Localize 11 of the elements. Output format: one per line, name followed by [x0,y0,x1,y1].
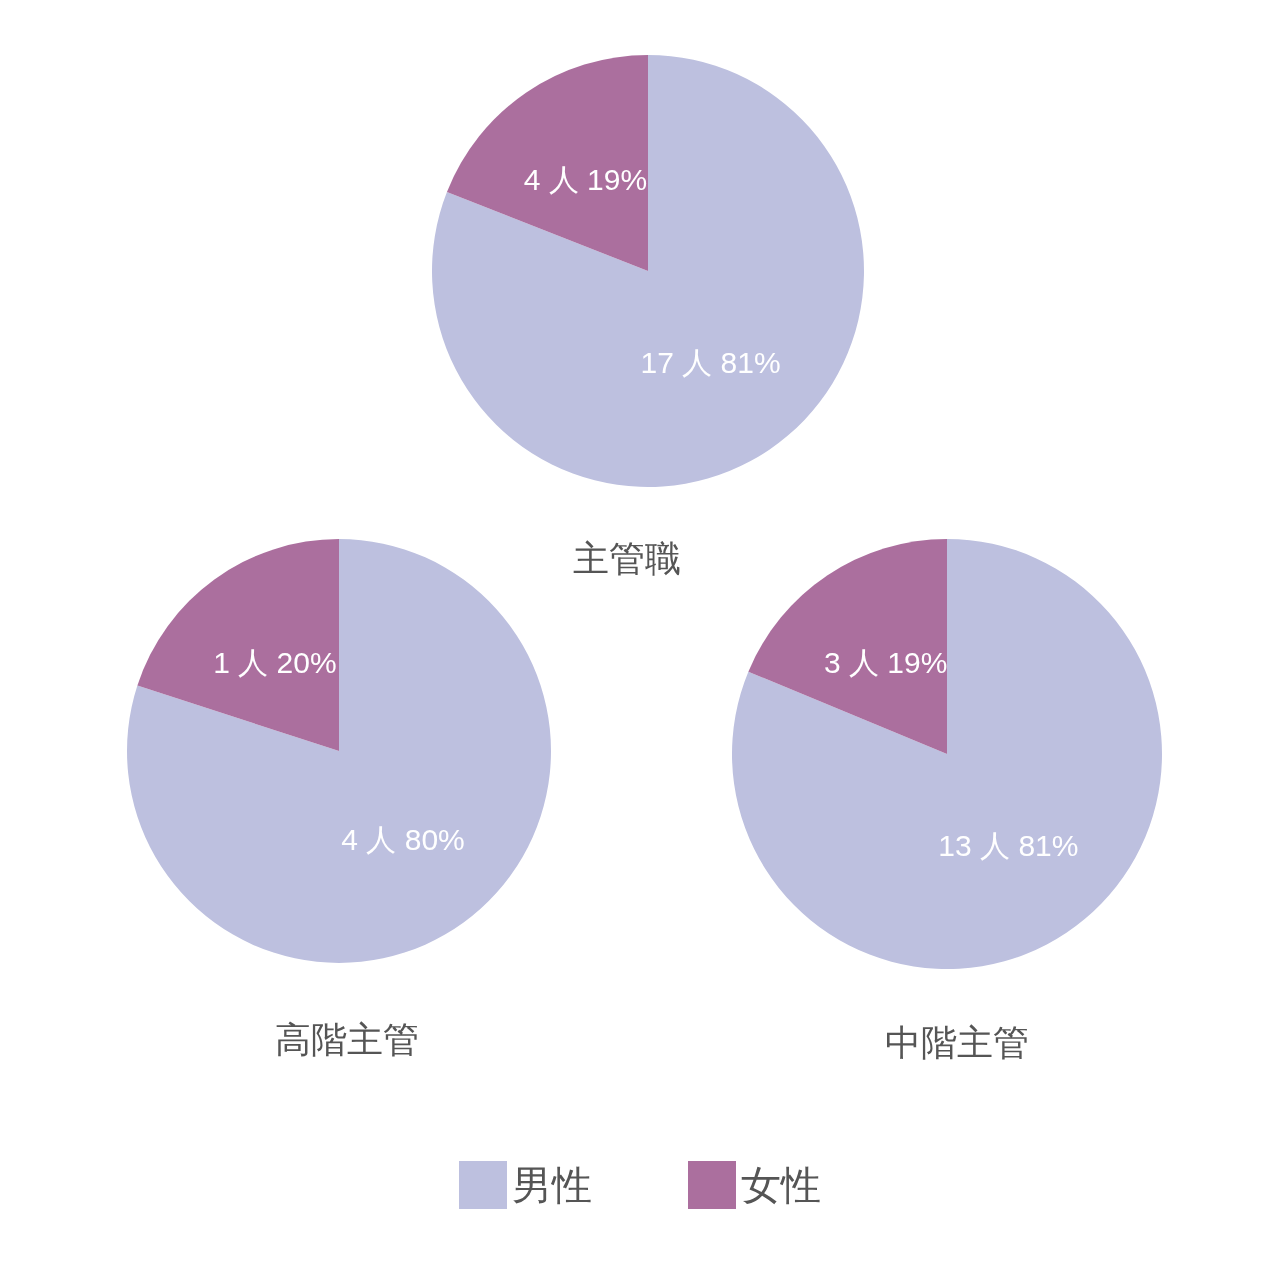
data-label: 17 人 81% [640,346,781,380]
data-label: 4 人 19% [523,162,648,196]
legend-label: 女性 [741,1163,821,1207]
data-label: 3 人 19% [823,645,948,679]
slice-label: 高階主管 [275,1018,419,1060]
slice-label: 中階主管 [885,1021,1029,1063]
slice-label: 主管職 [573,537,681,579]
legend-label: 男性 [512,1163,592,1207]
data-label: 1 人 20% [213,646,337,680]
data-label: 4 人 80% [341,822,465,856]
data-label: 13 人 81% [938,829,1079,863]
